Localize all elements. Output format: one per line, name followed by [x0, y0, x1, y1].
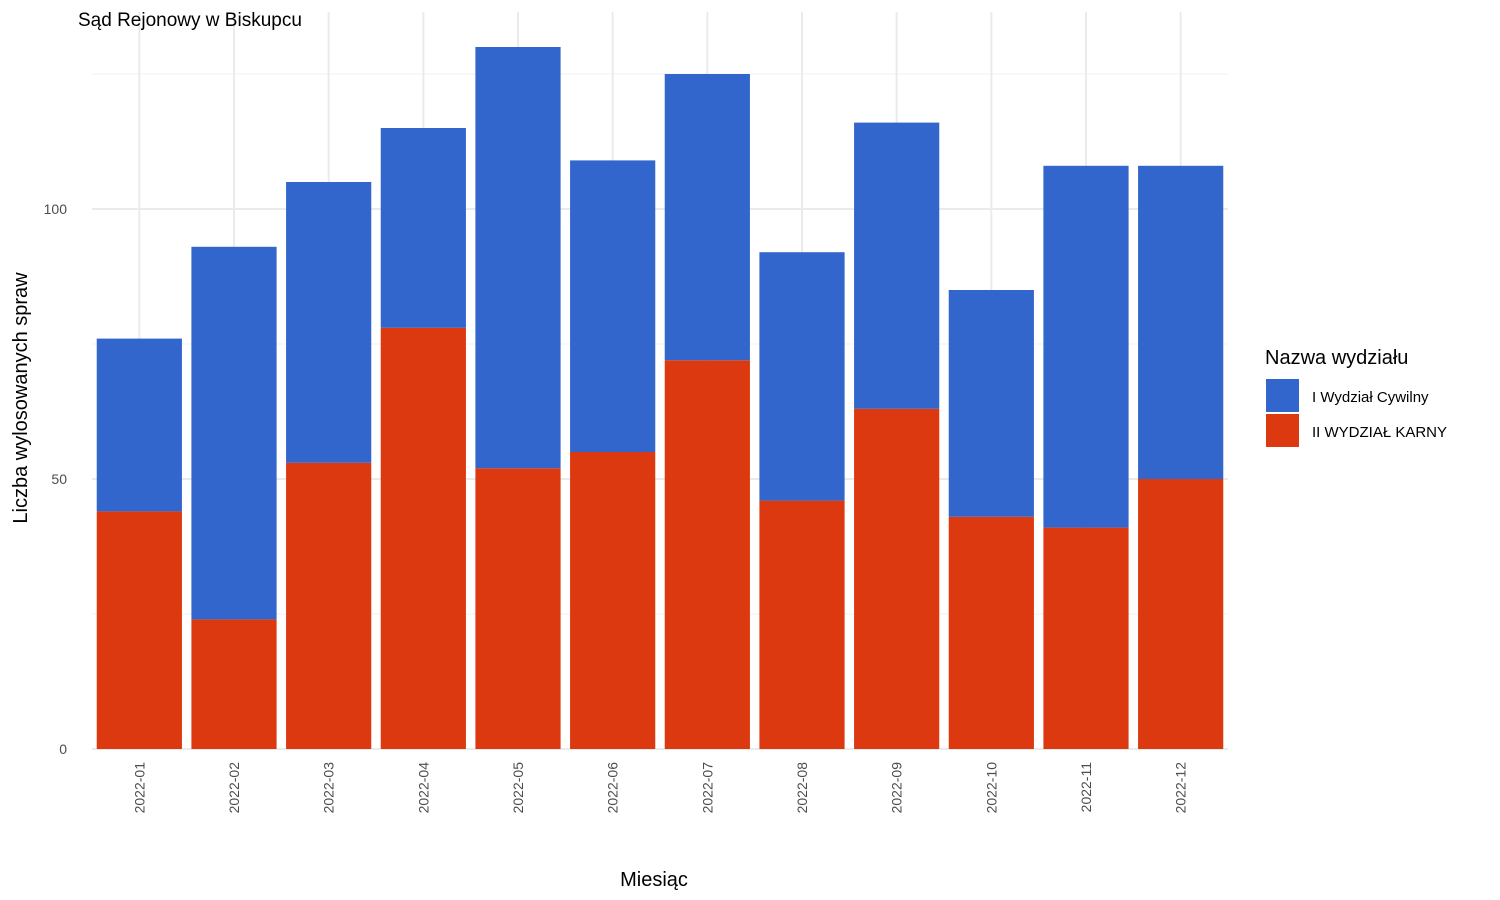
- x-tick-label: 2022-12: [1173, 762, 1189, 814]
- bar-cywilny-2022-12: [1138, 165, 1224, 480]
- bar-karny-2022-06: [570, 452, 656, 749]
- bar-cywilny-2022-06: [570, 160, 656, 452]
- legend-label: II WYDZIAŁ KARNY: [1312, 424, 1447, 441]
- y-tick-label: 50: [51, 471, 67, 487]
- legend-swatch: [1266, 414, 1299, 447]
- x-axis-ticks: 2022-01 2022-02 2022-03 2022-04 2022-05 2022-…: [131, 762, 1188, 814]
- bar-cywilny-2022-01: [96, 338, 182, 512]
- bar-cywilny-2022-05: [475, 47, 561, 469]
- x-axis-title: Miesiąc: [620, 869, 688, 891]
- bar-cywilny-2022-02: [191, 246, 277, 620]
- y-axis-ticks: 0 50 100: [44, 201, 68, 757]
- bar-cywilny-2022-03: [286, 182, 372, 463]
- y-tick-label: 100: [44, 201, 68, 217]
- bar-karny-2022-01: [96, 511, 182, 749]
- bar-cywilny-2022-11: [1043, 165, 1129, 528]
- legend-label: I Wydział Cywilny: [1312, 389, 1429, 406]
- bar-karny-2022-10: [948, 516, 1034, 749]
- x-tick-label: 2022-09: [889, 762, 905, 814]
- bar-cywilny-2022-08: [759, 252, 845, 501]
- bar-karny-2022-09: [854, 408, 940, 749]
- bar-karny-2022-05: [475, 468, 561, 749]
- x-tick-label: 2022-10: [983, 762, 999, 814]
- bar-karny-2022-03: [286, 462, 372, 749]
- bars: [96, 47, 1224, 749]
- x-tick-label: 2022-01: [131, 762, 147, 814]
- bar-karny-2022-11: [1043, 527, 1129, 749]
- y-tick-label: 0: [59, 741, 67, 757]
- x-tick-label: 2022-03: [321, 762, 337, 814]
- x-tick-label: 2022-08: [794, 762, 810, 814]
- legend-swatch: [1266, 379, 1299, 412]
- x-tick-label: 2022-07: [699, 762, 715, 814]
- x-tick-label: 2022-02: [226, 762, 242, 814]
- legend-title: Nazwa wydziału: [1265, 347, 1408, 369]
- chart-title: Sąd Rejonowy w Biskupcu: [78, 10, 302, 31]
- bar-karny-2022-07: [664, 360, 750, 749]
- x-tick-label: 2022-06: [605, 762, 621, 814]
- bar-cywilny-2022-04: [380, 128, 466, 328]
- bar-cywilny-2022-09: [854, 122, 940, 409]
- bar-karny-2022-04: [380, 327, 466, 749]
- bar-cywilny-2022-07: [664, 74, 750, 361]
- y-axis-title: Liczba wylosowanych spraw: [10, 272, 32, 524]
- bar-karny-2022-02: [191, 619, 277, 749]
- legend: Nazwa wydziału I Wydział Cywilny II WYDZI…: [1265, 347, 1447, 447]
- x-tick-label: 2022-04: [415, 762, 431, 814]
- x-tick-label: 2022-11: [1078, 762, 1094, 813]
- bar-karny-2022-08: [759, 500, 845, 749]
- x-tick-label: 2022-05: [510, 762, 526, 814]
- bar-karny-2022-12: [1138, 479, 1224, 749]
- bar-cywilny-2022-10: [948, 290, 1034, 517]
